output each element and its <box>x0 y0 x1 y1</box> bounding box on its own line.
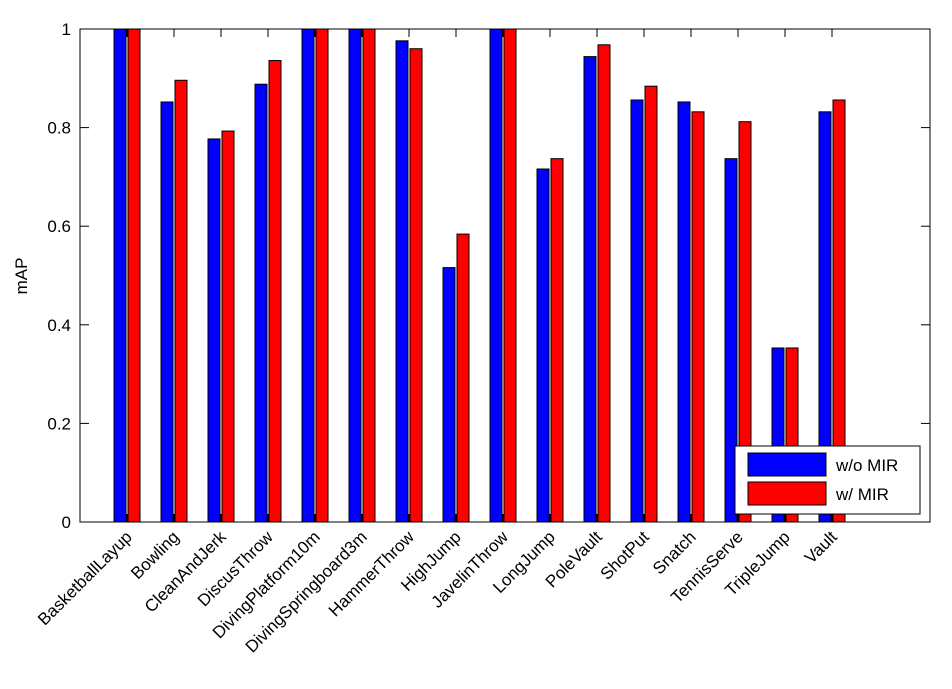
bar-wo-mir-DiscusThrow <box>254 83 268 523</box>
x-tick-label: CleanAndJerk <box>141 527 230 616</box>
bar-wo-mir-BasketballLayup <box>113 28 127 523</box>
bar-w-mir-HighJump <box>456 233 470 523</box>
y-tick-label: 0.4 <box>47 316 71 335</box>
bar-wo-mir-DivingSpringboard3m <box>348 28 362 523</box>
x-tick-label: BasketballLayup <box>34 527 136 629</box>
legend-swatch-wo-mir <box>747 452 827 477</box>
bar-wo-mir-ShotPut <box>630 99 644 523</box>
y-tick-label: 1 <box>62 20 71 39</box>
y-tick-label: 0.8 <box>47 119 71 138</box>
bar-w-mir-DivingPlatform10m <box>315 28 329 523</box>
bar-wo-mir-PoleVault <box>583 56 597 523</box>
bar-wo-mir-CleanAndJerk <box>207 138 221 523</box>
bar-w-mir-HammerThrow <box>409 48 423 523</box>
bar-w-mir-PoleVault <box>597 44 611 523</box>
bar-wo-mir-DivingPlatform10m <box>301 28 315 523</box>
bar-w-mir-CleanAndJerk <box>221 130 235 523</box>
bar-w-mir-BasketballLayup <box>127 28 141 523</box>
bar-wo-mir-Snatch <box>677 101 691 523</box>
y-axis-label: mAP <box>12 258 31 295</box>
legend: w/o MIR w/ MIR <box>734 445 921 515</box>
legend-swatch-w-mir <box>747 481 827 506</box>
bar-w-mir-LongJump <box>550 158 564 523</box>
y-axis: 0 0.2 0.4 0.6 0.8 1 <box>47 20 930 532</box>
bar-wo-mir-JavelinThrow <box>489 28 503 523</box>
bar-w-mir-ShotPut <box>644 85 658 523</box>
bar-w-mir-Bowling <box>174 79 188 523</box>
bar-w-mir-DiscusThrow <box>268 60 282 523</box>
y-tick-label: 0.6 <box>47 217 71 236</box>
y-tick-label: 0.2 <box>47 414 71 433</box>
plot-frame <box>79 28 931 523</box>
x-tick-label: Vault <box>801 527 841 567</box>
bar-w-mir-Snatch <box>691 111 705 523</box>
bar-wo-mir-HighJump <box>442 267 456 523</box>
bars-group <box>113 28 846 523</box>
bar-wo-mir-LongJump <box>536 168 550 523</box>
bar-w-mir-JavelinThrow <box>503 28 517 523</box>
legend-label-w-mir: w/ MIR <box>835 485 889 504</box>
y-tick-label: 0 <box>62 513 71 532</box>
bar-w-mir-DivingSpringboard3m <box>362 28 376 523</box>
legend-label-wo-mir: w/o MIR <box>835 456 898 475</box>
bar-wo-mir-HammerThrow <box>395 40 409 523</box>
x-tick-label: ShotPut <box>597 527 653 583</box>
bar-wo-mir-Bowling <box>160 101 174 523</box>
